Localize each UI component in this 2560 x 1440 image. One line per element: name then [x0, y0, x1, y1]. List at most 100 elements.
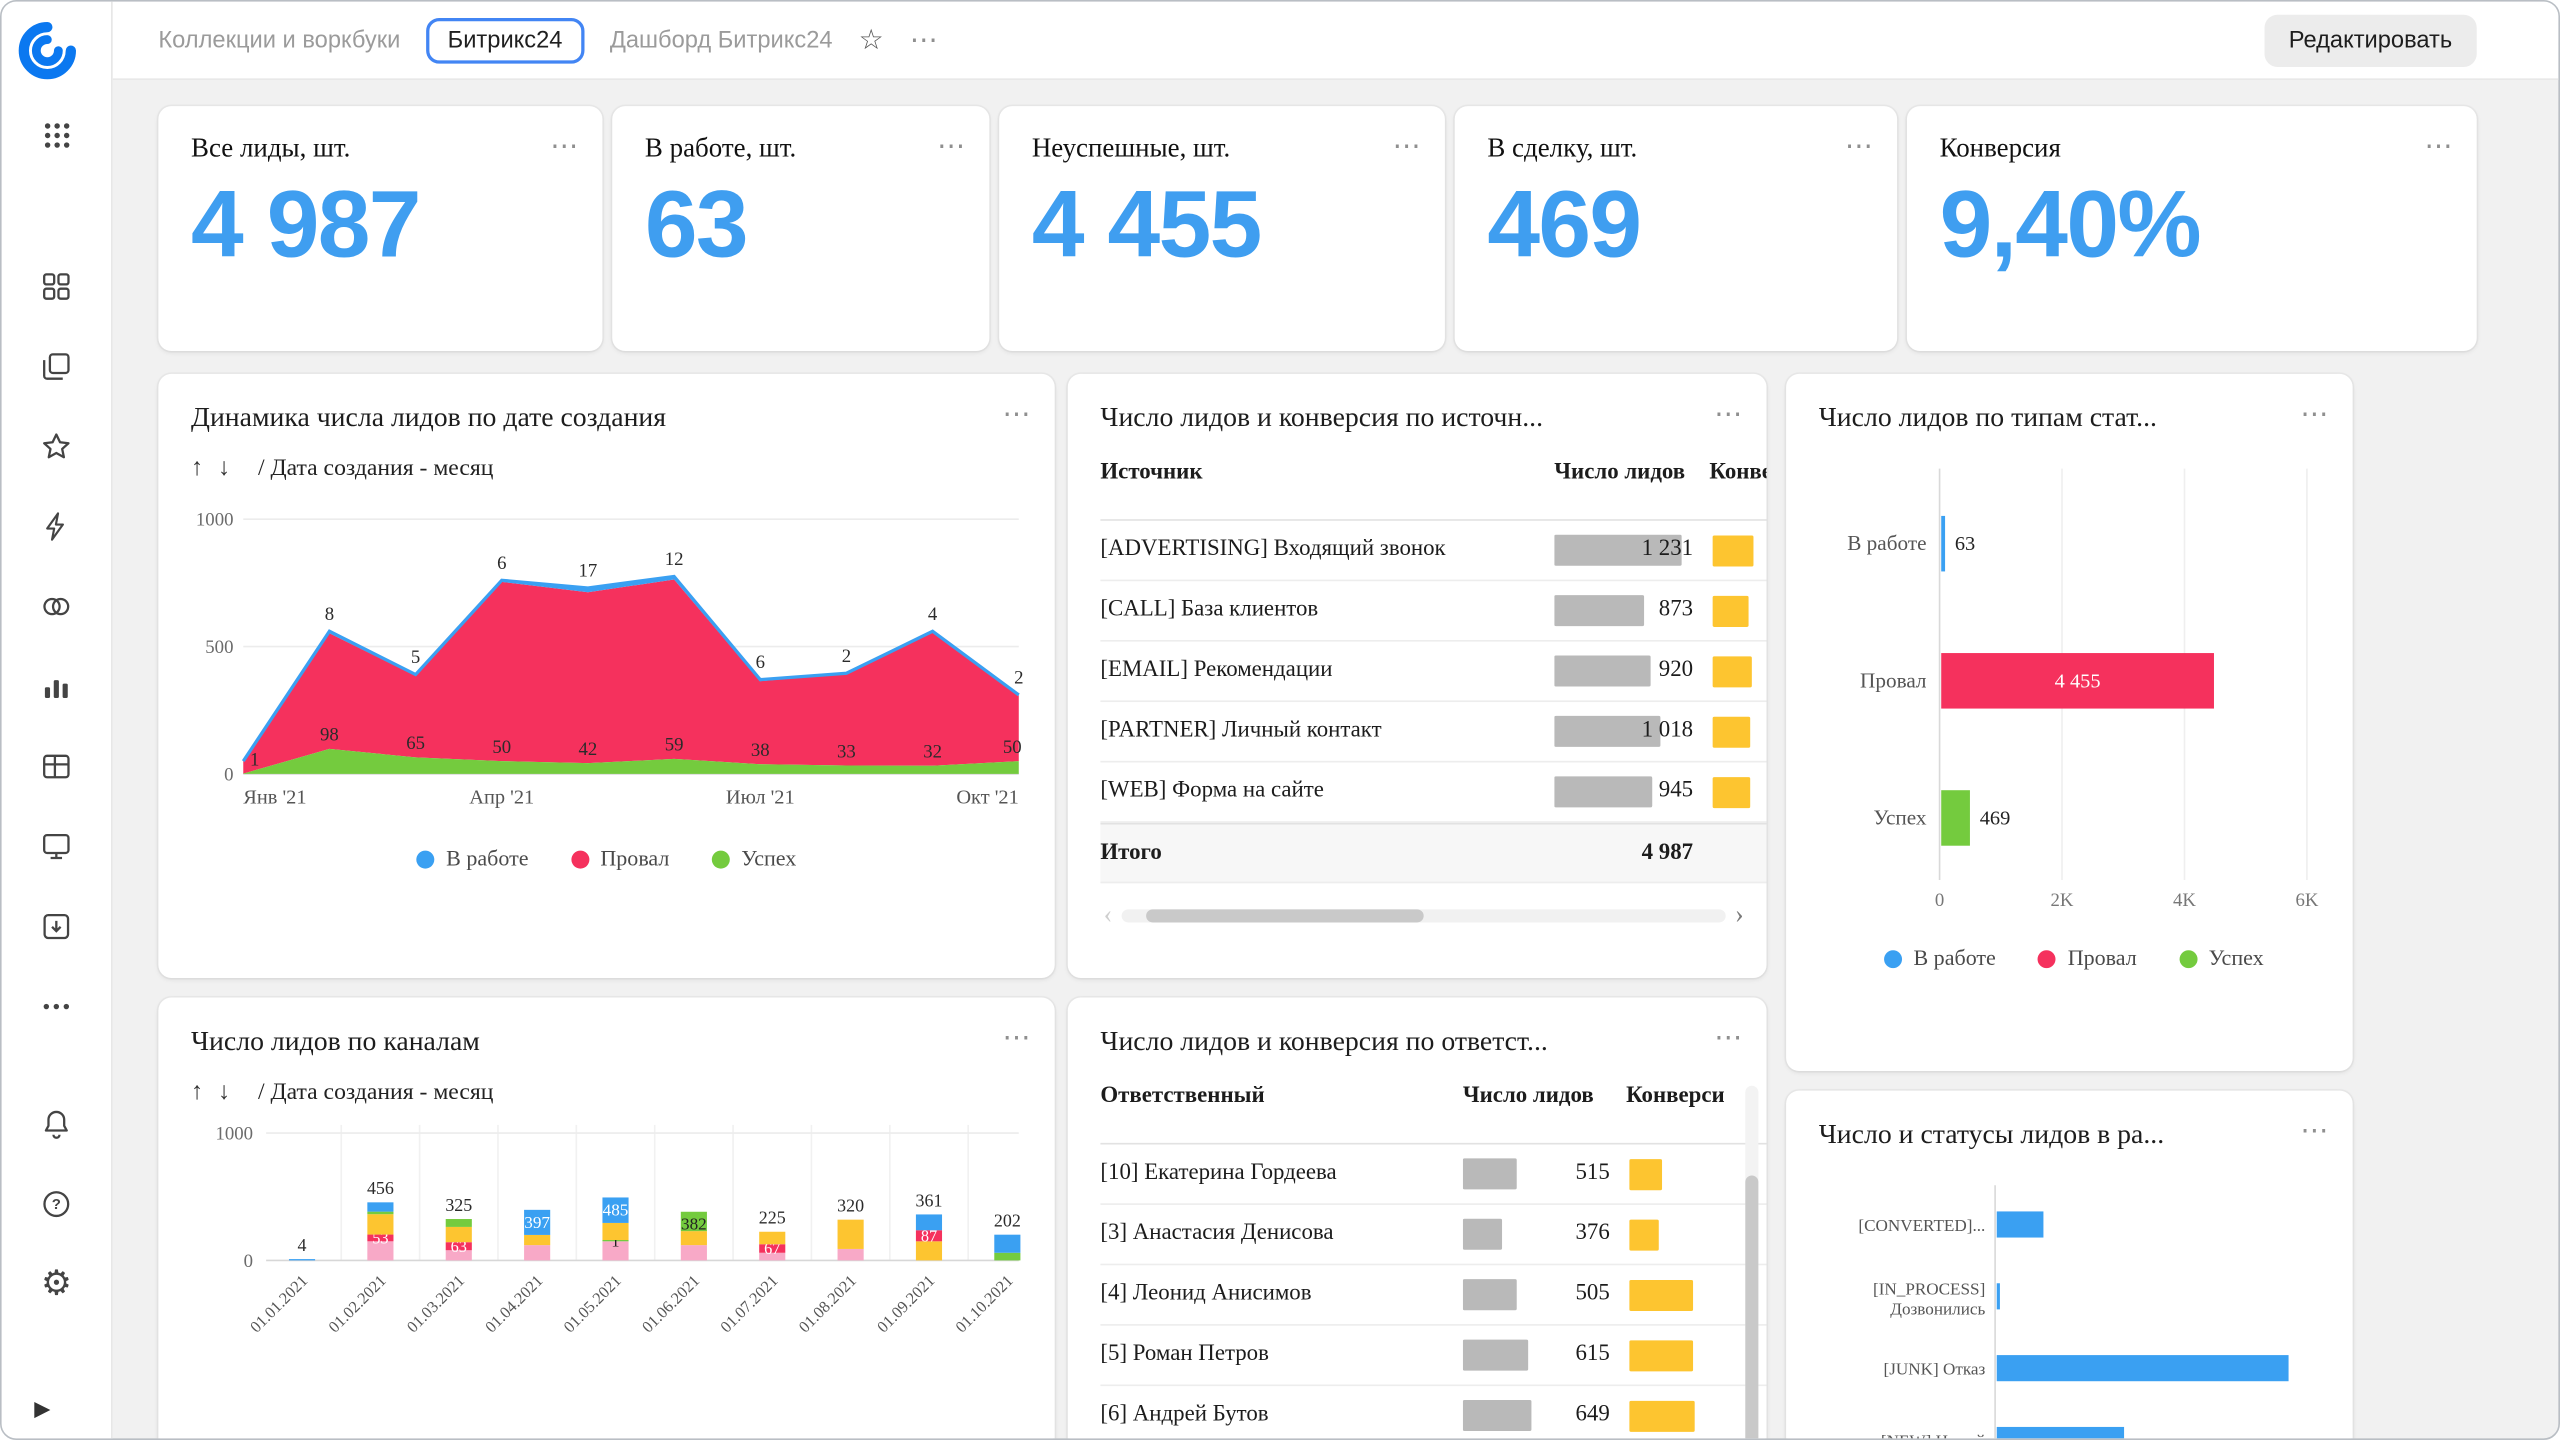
svg-text:4K: 4K [2173, 890, 2196, 911]
expand-sidebar-button[interactable]: ▶ [34, 1396, 50, 1422]
cell-name: [6] Андрей Бутов [1100, 1402, 1269, 1428]
apps-grid-icon[interactable] [17, 119, 95, 152]
conversion-bar [1712, 776, 1751, 808]
card-menu-icon[interactable]: ⋯ [937, 130, 967, 162]
breakdown-selector[interactable]: / Дата создания - месяц [257, 455, 494, 482]
svg-text:361: 361 [916, 1190, 943, 1210]
table-row: [CALL] База клиентов 873 [1100, 581, 1767, 642]
breadcrumb-workbook[interactable]: Битрикс24 [426, 17, 584, 63]
legend-item[interactable]: Успех [711, 846, 796, 872]
table-horizontal-scrollbar[interactable]: ‹ › [1103, 901, 1744, 929]
leads-value: 515 [1575, 1160, 1610, 1186]
conversion-bar [1712, 534, 1754, 566]
cell-name: [5] Роман Петров [1100, 1342, 1269, 1367]
conversion-bar [1712, 595, 1749, 627]
table-icon[interactable] [17, 727, 95, 807]
card-menu-icon[interactable]: ⋯ [1714, 1022, 1744, 1054]
collections-icon[interactable] [17, 247, 95, 327]
chart-title: Число лидов по каналам [191, 1025, 480, 1057]
card-menu-icon[interactable]: ⋯ [2300, 1115, 2330, 1147]
scrollbar-thumb[interactable] [1146, 909, 1424, 923]
table-vertical-scrollbar[interactable] [1745, 1085, 1759, 1439]
table-row: [3] Анастасия Денисова 376 [1100, 1205, 1767, 1266]
svg-text:65: 65 [406, 733, 425, 754]
gear-icon[interactable]: ⚙ [40, 1265, 72, 1303]
card-leads-statuses-in-progress: Число и статусы лидов в ра... ⋯ [CONVERT… [1786, 1090, 2353, 1439]
chart-title: Число и статусы лидов в ра... [1818, 1118, 2165, 1150]
workbooks-icon[interactable] [17, 327, 95, 407]
card-menu-icon[interactable]: ⋯ [1392, 130, 1423, 162]
scrollbar-thumb[interactable] [1745, 1175, 1759, 1439]
scroll-right-icon[interactable]: › [1734, 901, 1744, 929]
dashboards-icon[interactable] [17, 807, 95, 887]
leads-value: 1 231 [1641, 537, 1694, 562]
sort-ascending-icon[interactable]: ↑ [191, 1079, 204, 1106]
favorite-star-icon[interactable]: ☆ [858, 23, 884, 55]
svg-text:202: 202 [994, 1211, 1021, 1231]
cell-name: [4] Леонид Анисимов [1100, 1281, 1312, 1307]
legend-label: В работе [1913, 945, 1996, 970]
topbar-more-icon[interactable]: ⋯ [909, 24, 940, 56]
sort-descending-icon[interactable]: ↓ [217, 455, 231, 482]
cell-leads: 615 [1462, 1326, 1626, 1385]
svg-text:Провал: Провал [1860, 668, 1927, 692]
card-menu-icon[interactable]: ⋯ [1714, 398, 1744, 430]
card-menu-icon[interactable]: ⋯ [550, 130, 580, 162]
kpi-card: Неуспешные, шт. ⋯ 4 455 [999, 106, 1445, 352]
scroll-left-icon[interactable]: ‹ [1103, 901, 1113, 929]
leads-bar [1554, 655, 1651, 687]
responsible-table: Ответственный Число лидов Конверсия [10] Ек… [1100, 1070, 1767, 1439]
kpi-title: В сделку, шт. [1487, 132, 1638, 164]
leads-bar [1462, 1158, 1517, 1190]
scrollbar-track[interactable] [1122, 909, 1726, 923]
breadcrumb-dashboard[interactable]: Дашборд Битрикс24 [609, 26, 833, 54]
card-menu-icon[interactable]: ⋯ [1844, 130, 1875, 162]
bell-icon[interactable] [17, 1084, 95, 1164]
legend-label: В работе [446, 845, 529, 871]
charts-icon[interactable] [17, 647, 95, 727]
sort-ascending-icon[interactable]: ↑ [191, 455, 204, 482]
leads-value: 4 987 [1641, 840, 1694, 865]
legend-item[interactable]: Провал [570, 846, 669, 872]
card-menu-icon[interactable]: ⋯ [1002, 1022, 1032, 1054]
leads-bar [1554, 534, 1682, 566]
legend-dot-icon [570, 849, 589, 868]
card-menu-icon[interactable]: ⋯ [2300, 398, 2330, 430]
breadcrumb-collections[interactable]: Коллекции и воркбуки [158, 26, 401, 54]
edit-button[interactable]: Редактировать [2264, 13, 2477, 67]
datasets-icon[interactable] [17, 567, 95, 647]
sort-descending-icon[interactable]: ↓ [217, 1079, 231, 1106]
legend-item[interactable]: Успех [2179, 945, 2264, 971]
svg-text:17: 17 [579, 561, 598, 582]
breakdown-selector[interactable]: / Дата создания - месяц [257, 1079, 494, 1106]
sidebar-top [17, 21, 95, 217]
table-row: [PARTNER] Личный контакт 1 018 [1100, 702, 1767, 763]
connections-icon[interactable] [17, 487, 95, 567]
box-icon[interactable] [17, 887, 95, 967]
cell-name: Итого [1100, 840, 1162, 865]
svg-text:Успех: Успех [1874, 806, 1927, 830]
favorites-icon[interactable] [17, 407, 95, 487]
more-icon[interactable] [17, 967, 95, 1047]
svg-text:5: 5 [411, 647, 420, 668]
kpi-title: Все лиды, шт. [191, 132, 351, 164]
legend-item[interactable]: В работе [416, 845, 529, 872]
svg-text:0: 0 [224, 765, 233, 786]
legend-item[interactable]: В работе [1884, 945, 1996, 971]
svg-text:01.01.2021: 01.01.2021 [246, 1271, 311, 1336]
datalens-logo[interactable] [17, 21, 76, 80]
dashboard-content: Все лиды, шт. ⋯ 4 987 В работе, шт. ⋯ 63 Неусп… [113, 80, 2559, 1439]
cell-leads: 873 [1554, 581, 1709, 640]
help-icon[interactable]: ? [17, 1164, 95, 1244]
cell-conversion [1709, 521, 1766, 580]
legend-item[interactable]: Провал [2038, 945, 2137, 971]
svg-text:Дозвонились: Дозвонились [1890, 1299, 1985, 1318]
card-leads-dynamics: Динамика числа лидов по дате создания ⋯ … [158, 373, 1055, 978]
svg-text:0: 0 [1935, 890, 1944, 911]
card-menu-icon[interactable]: ⋯ [1002, 398, 1032, 430]
leads-bar [1554, 716, 1661, 748]
card-menu-icon[interactable]: ⋯ [2424, 130, 2454, 162]
legend-label: Провал [2067, 945, 2137, 970]
svg-text:4: 4 [298, 1235, 307, 1255]
